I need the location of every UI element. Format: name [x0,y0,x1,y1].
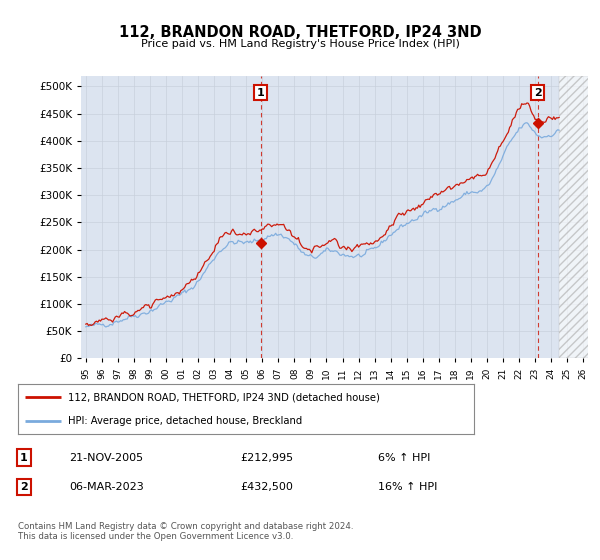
Text: 2: 2 [20,482,28,492]
Text: 16% ↑ HPI: 16% ↑ HPI [378,482,437,492]
Text: 2: 2 [534,87,542,97]
Text: £432,500: £432,500 [240,482,293,492]
Text: 21-NOV-2005: 21-NOV-2005 [69,452,143,463]
Text: £212,995: £212,995 [240,452,293,463]
Text: Contains HM Land Registry data © Crown copyright and database right 2024.
This d: Contains HM Land Registry data © Crown c… [18,522,353,542]
Text: 06-MAR-2023: 06-MAR-2023 [69,482,144,492]
Text: Price paid vs. HM Land Registry's House Price Index (HPI): Price paid vs. HM Land Registry's House … [140,39,460,49]
Text: 1: 1 [257,87,265,97]
Text: 6% ↑ HPI: 6% ↑ HPI [378,452,430,463]
Text: HPI: Average price, detached house, Breckland: HPI: Average price, detached house, Brec… [68,417,302,426]
Text: 1: 1 [20,452,28,463]
Text: 112, BRANDON ROAD, THETFORD, IP24 3ND (detached house): 112, BRANDON ROAD, THETFORD, IP24 3ND (d… [68,392,380,402]
Text: 112, BRANDON ROAD, THETFORD, IP24 3ND: 112, BRANDON ROAD, THETFORD, IP24 3ND [119,25,481,40]
Bar [559,76,591,358]
